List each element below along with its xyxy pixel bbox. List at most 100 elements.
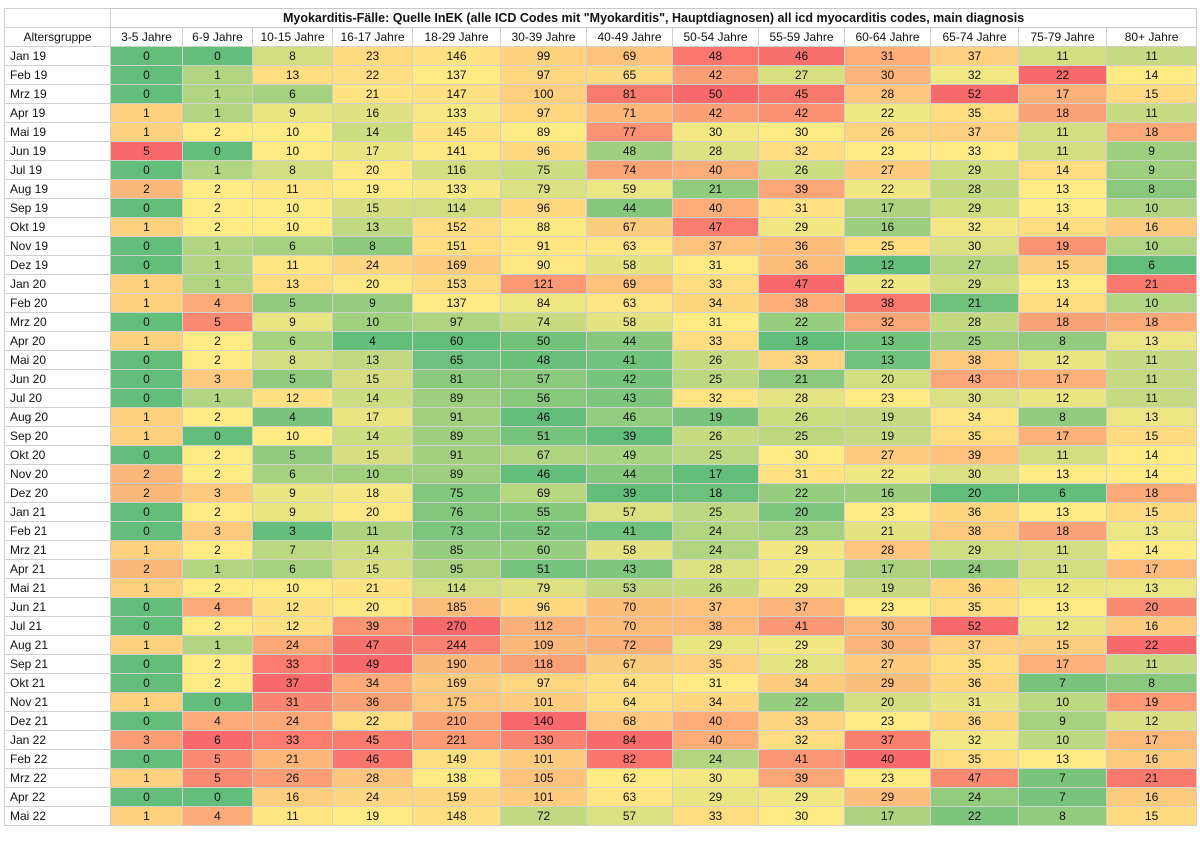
heatmap-cell: 4 [182,711,253,731]
heatmap-cell: 42 [672,103,759,123]
heatmap-cell: 14 [1105,445,1198,465]
heatmap-cell: 13 [1105,407,1198,427]
heatmap-cell: 52 [500,521,587,541]
column-header-3: 16-17 Jahre [332,27,413,47]
heatmap-cell: 55 [500,502,587,522]
heatmap-cell: 23 [844,711,931,731]
heatmap-cell: 13 [844,331,931,351]
heatmap-cell: 34 [758,673,845,693]
heatmap-cell: 2 [110,179,183,199]
heatmap-cell: 13 [1018,749,1107,769]
row-label: Mrz 22 [4,768,111,788]
heatmap-cell: 40 [672,711,759,731]
heatmap-cell: 101 [500,749,587,769]
heatmap-cell: 0 [110,749,183,769]
heatmap-cell: 27 [844,654,931,674]
heatmap-cell: 1 [110,635,183,655]
heatmap-cell: 96 [500,597,587,617]
heatmap-cell: 1 [110,331,183,351]
heatmap-cell: 50 [672,84,759,104]
heatmap-cell: 28 [758,654,845,674]
heatmap-cell: 12 [844,255,931,275]
row-label: Jun 20 [4,369,111,389]
heatmap-cell: 24 [672,540,759,560]
heatmap-cell: 9 [1105,160,1198,180]
heatmap-cell: 1 [182,635,253,655]
heatmap-cell: 47 [930,768,1019,788]
heatmap-cell: 20 [844,369,931,389]
heatmap-cell: 149 [412,749,501,769]
row-label: Apr 19 [4,103,111,123]
heatmap-cell: 19 [332,806,413,826]
heatmap-cell: 19 [332,179,413,199]
heatmap-cell: 31 [930,692,1019,712]
heatmap-cell: 26 [672,426,759,446]
heatmap-cell: 91 [500,236,587,256]
heatmap-cell: 13 [1105,521,1198,541]
heatmap-cell: 190 [412,654,501,674]
heatmap-cell: 13 [332,217,413,237]
heatmap-cell: 116 [412,160,501,180]
heatmap-cell: 30 [758,445,845,465]
heatmap-cell: 169 [412,673,501,693]
heatmap-cell: 37 [758,597,845,617]
heatmap-cell: 48 [586,141,673,161]
heatmap-cell: 1 [110,122,183,142]
heatmap-cell: 3 [110,730,183,750]
heatmap-cell: 8 [252,160,333,180]
heatmap-cell: 16 [1105,616,1198,636]
row-label: Jul 20 [4,388,111,408]
heatmap-cell: 14 [1018,160,1107,180]
heatmap-cell: 18 [1105,122,1198,142]
table-row: Apr 22 0 0 16 24 159 101 63 29 29 29 24 7 16 [4,787,1198,807]
heatmap-cell: 0 [110,84,183,104]
heatmap-cell: 36 [758,255,845,275]
heatmap-cell: 21 [672,179,759,199]
heatmap-cell: 21 [844,521,931,541]
heatmap-cell: 12 [1018,578,1107,598]
heatmap-cell: 39 [586,483,673,503]
heatmap-cell: 67 [586,217,673,237]
heatmap-cell: 20 [332,502,413,522]
heatmap-cell: 13 [1018,179,1107,199]
heatmap-cell: 169 [412,255,501,275]
heatmap-cell: 45 [332,730,413,750]
heatmap-cell: 22 [758,692,845,712]
heatmap-cell: 37 [672,236,759,256]
column-header-1: 6-9 Jahre [182,27,253,47]
heatmap-cell: 58 [586,540,673,560]
heatmap-cell: 77 [586,122,673,142]
heatmap-cell: 8 [1105,673,1198,693]
heatmap-cell: 146 [412,46,501,66]
heatmap-cell: 37 [930,46,1019,66]
heatmap-cell: 39 [758,768,845,788]
heatmap-cell: 31 [844,46,931,66]
heatmap-cell: 81 [586,84,673,104]
heatmap-cell: 36 [930,673,1019,693]
heatmap-cell: 175 [412,692,501,712]
heatmap-cell: 5 [182,768,253,788]
heatmap-cell: 16 [252,787,333,807]
heatmap-cell: 10 [332,312,413,332]
heatmap-cell: 145 [412,122,501,142]
heatmap-cell: 10 [252,578,333,598]
table-row: Mrz 19 0 1 6 21 147 100 81 50 45 28 52 17 15 [4,84,1198,104]
heatmap-cell: 1 [182,103,253,123]
heatmap-cell: 16 [844,217,931,237]
heatmap-cell: 20 [844,692,931,712]
heatmap-cell: 36 [758,236,845,256]
row-label: Okt 19 [4,217,111,237]
title-row: Myokarditis-Fälle: Quelle InEK (alle ICD… [4,8,1198,28]
heatmap-cell: 99 [500,46,587,66]
heatmap-cell: 46 [500,407,587,427]
table-row: Sep 21 0 2 33 49 190 118 67 35 28 27 35 17 11 [4,654,1198,674]
table-row: Nov 19 0 1 6 8 151 91 63 37 36 25 30 19 10 [4,236,1198,256]
heatmap-cell: 16 [332,103,413,123]
heatmap-cell: 153 [412,274,501,294]
heatmap-cell: 0 [110,502,183,522]
heatmap-cell: 70 [586,616,673,636]
heatmap-cell: 41 [586,521,673,541]
heatmap-cell: 14 [1105,464,1198,484]
heatmap-cell: 23 [844,502,931,522]
heatmap-cell: 0 [110,673,183,693]
